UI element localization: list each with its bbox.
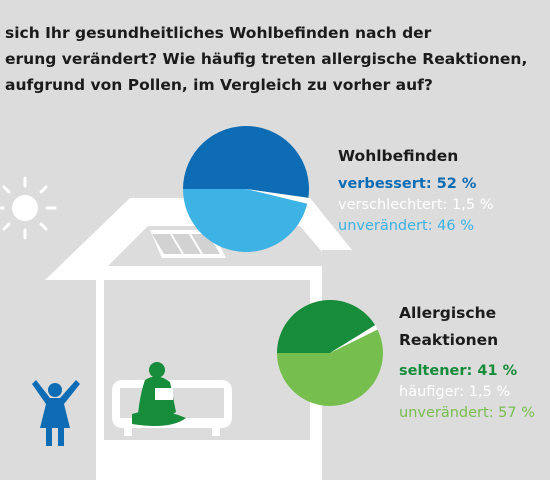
- pie-chart-allergische-reaktionen: [277, 299, 383, 407]
- legend-item-unveraendert: unverändert: 57 %: [399, 405, 536, 421]
- pie-slice-wohlbefinden-verschlechtert: [246, 189, 309, 204]
- legend-item-verschlechtert: verschlechtert: 1,5 %: [338, 197, 494, 213]
- pie-slice-wohlbefinden-unveraendert: [183, 189, 308, 253]
- question-text: sich Ihr gesundheitliches Wohlbefinden n…: [5, 24, 528, 94]
- legend-item-unveraendert: unverändert: 46 %: [338, 218, 475, 234]
- legend-allergische-reaktionen: seltener: 41 % häufiger: 1,5 % unverände…: [399, 361, 535, 424]
- pie-chart-wohlbefinden: [183, 126, 309, 253]
- legend-item-haeufiger: häufiger: 1,5 %: [399, 384, 511, 400]
- legend-wohlbefinden: verbessert: 52 % verschlechtert: 1,5 % u…: [338, 174, 494, 237]
- legend-item-verbessert: verbessert: 52 %: [338, 176, 477, 192]
- pie-slice-allergische-reaktionen-haeufiger: [330, 325, 378, 353]
- pie-slice-wohlbefinden-verbessert: [183, 126, 309, 198]
- legend-item-seltener: seltener: 41 %: [399, 363, 518, 379]
- chart-title-wohlbefinden: Wohlbefinden: [338, 147, 459, 165]
- chart-title-allergische-reaktionen: Allergische Reaktionen: [399, 304, 499, 349]
- sun-icon: [0, 176, 57, 240]
- pie-slice-allergische-reaktionen-seltener: [277, 299, 376, 353]
- reading-person-icon: [132, 362, 186, 426]
- child-figure-icon: [32, 380, 80, 446]
- pie-slice-allergische-reaktionen-unveraendert: [277, 329, 383, 407]
